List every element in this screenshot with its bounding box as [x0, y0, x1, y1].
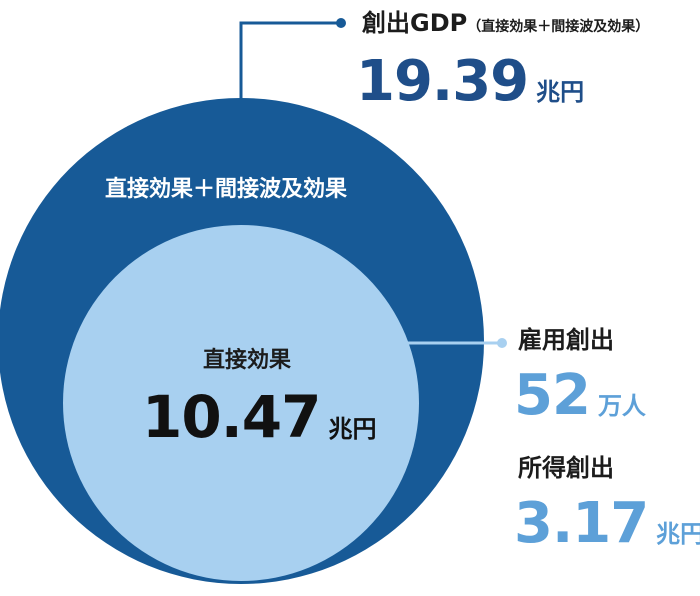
outer-circle-label: 直接効果＋間接波及効果 — [105, 177, 348, 202]
gdp-value: 19.39 兆円 — [356, 54, 584, 110]
inner-circle-value: 10.47 兆円 — [142, 388, 376, 446]
income-value-number: 3.17 — [514, 491, 649, 556]
gdp-value-unit: 兆円 — [536, 78, 585, 106]
employment-value: 52 万人 — [514, 368, 646, 424]
inner-value-unit: 兆円 — [328, 415, 377, 443]
income-title: 所得創出 — [518, 454, 614, 482]
income-value: 3.17 兆円 — [514, 496, 700, 552]
gdp-note: （直接効果＋間接波及効果） — [467, 19, 650, 35]
employment-value-number: 52 — [514, 363, 591, 428]
gdp-value-number: 19.39 — [356, 49, 529, 114]
inner-circle-label: 直接効果 — [203, 348, 292, 373]
gdp-leader-dot — [336, 18, 346, 28]
inner-circle — [63, 225, 419, 581]
employment-value-unit: 万人 — [597, 392, 646, 420]
employment-title: 雇用創出 — [518, 326, 614, 354]
income-value-unit: 兆円 — [656, 520, 700, 548]
gdp-leader-line — [239, 21, 337, 100]
gdp-title-text: 創出GDP — [362, 9, 468, 37]
gdp-title: 創出GDP（直接効果＋間接波及効果） — [362, 11, 649, 35]
inner-value-number: 10.47 — [142, 383, 321, 451]
employment-leader-dot — [497, 338, 507, 348]
